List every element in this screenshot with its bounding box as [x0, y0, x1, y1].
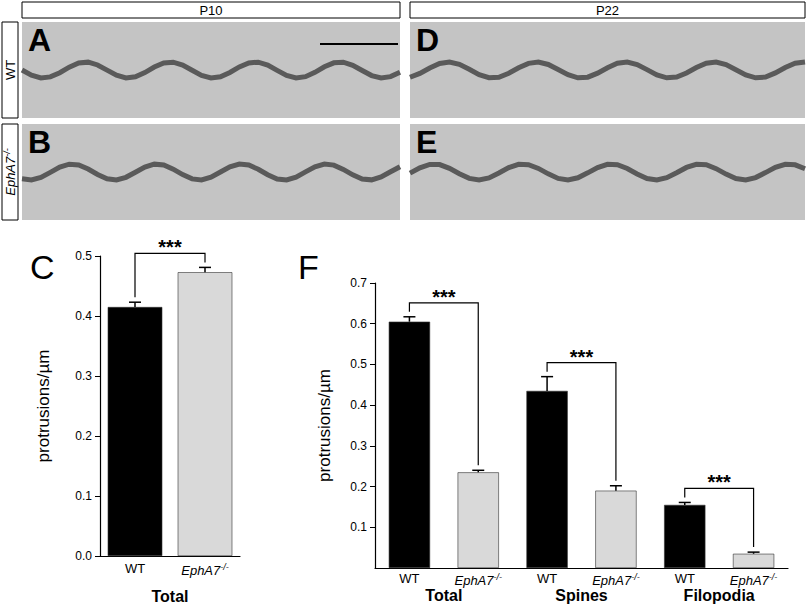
svg-text:WT: WT: [3, 60, 18, 80]
svg-text:***: ***: [570, 346, 594, 368]
svg-text:0.0: 0.0: [75, 549, 92, 563]
svg-text:0.1: 0.1: [350, 520, 367, 534]
svg-text:0.3: 0.3: [350, 439, 367, 453]
svg-text:-/-: -/-: [2, 148, 12, 157]
svg-text:Filopodia: Filopodia: [684, 587, 755, 604]
svg-text:Total: Total: [425, 587, 462, 604]
svg-text:EphA7: EphA7: [181, 563, 221, 578]
svg-text:0.5: 0.5: [350, 357, 367, 371]
svg-text:-/-: -/-: [220, 562, 229, 572]
svg-text:P22: P22: [596, 3, 619, 18]
svg-text:-/-: -/-: [631, 572, 640, 582]
svg-text:B: B: [28, 124, 51, 160]
svg-text:protrusions/µm: protrusions/µm: [315, 369, 334, 482]
svg-text:WT: WT: [537, 571, 557, 586]
svg-text:-/-: -/-: [769, 572, 778, 582]
svg-text:EphA7: EphA7: [730, 573, 770, 588]
svg-text:0.2: 0.2: [75, 429, 92, 443]
svg-text:0.7: 0.7: [350, 276, 367, 290]
svg-text:WT: WT: [125, 561, 145, 576]
svg-text:EphA7: EphA7: [592, 573, 632, 588]
svg-text:C: C: [30, 248, 55, 286]
svg-text:Spines: Spines: [555, 587, 608, 604]
svg-text:WT: WT: [399, 571, 419, 586]
svg-text:EphA7: EphA7: [454, 573, 494, 588]
svg-text:0.6: 0.6: [350, 317, 367, 331]
svg-text:P10: P10: [199, 3, 222, 18]
svg-text:0.5: 0.5: [75, 249, 92, 263]
svg-text:A: A: [28, 22, 51, 58]
svg-text:***: ***: [432, 286, 456, 308]
svg-text:WT: WT: [675, 571, 695, 586]
svg-text:0.4: 0.4: [75, 309, 92, 323]
svg-text:***: ***: [707, 471, 731, 493]
svg-text:EphA7: EphA7: [3, 156, 18, 196]
svg-text:F: F: [298, 248, 319, 286]
svg-text:0.4: 0.4: [350, 398, 367, 412]
svg-text:0.1: 0.1: [75, 489, 92, 503]
svg-text:E: E: [416, 124, 437, 160]
svg-text:-/-: -/-: [494, 572, 503, 582]
svg-text:protrusions/µm: protrusions/µm: [34, 350, 53, 463]
svg-text:0.2: 0.2: [350, 480, 367, 494]
svg-text:***: ***: [158, 236, 182, 258]
svg-text:Total: Total: [151, 588, 188, 605]
svg-text:D: D: [416, 22, 439, 58]
svg-text:0.3: 0.3: [75, 369, 92, 383]
